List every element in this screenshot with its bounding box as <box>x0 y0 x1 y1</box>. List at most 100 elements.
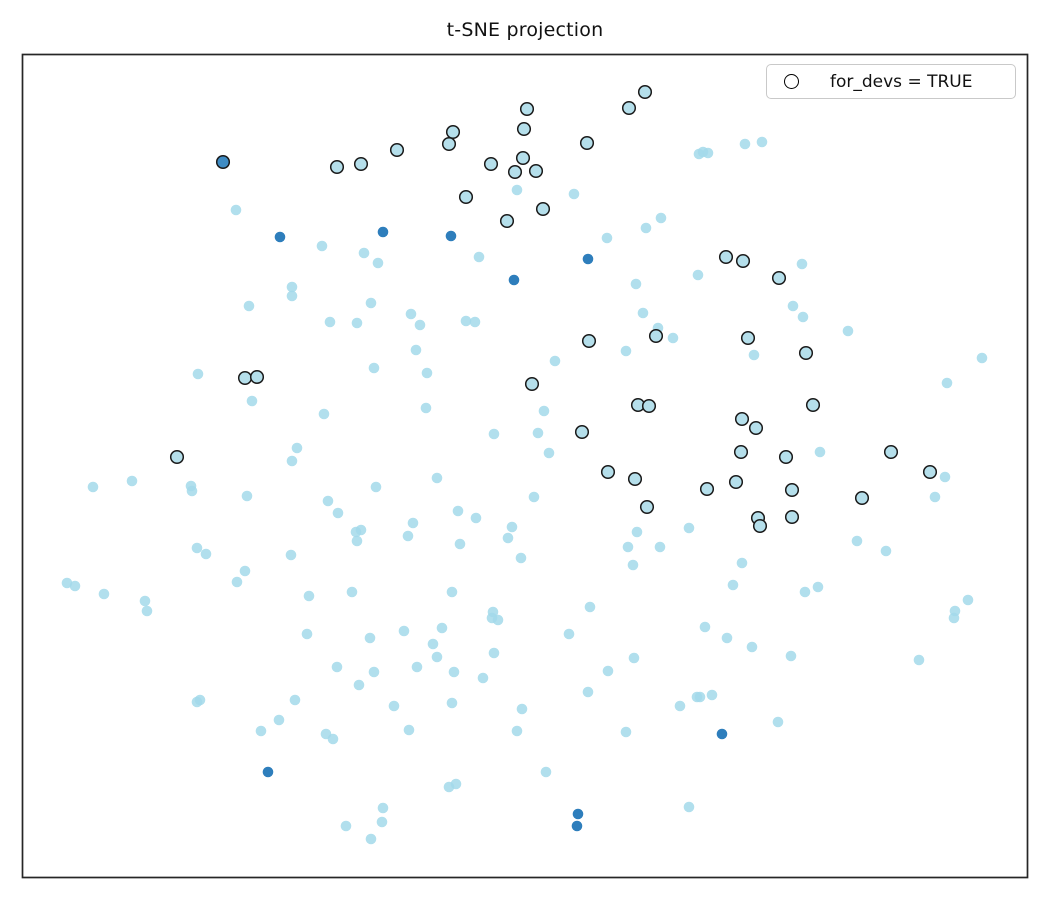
scatter-point <box>492 614 504 626</box>
scatter-point <box>446 586 458 598</box>
scatter-point <box>535 201 551 217</box>
scatter-point <box>469 316 481 328</box>
scatter-point <box>602 665 614 677</box>
scatter-point <box>402 530 414 542</box>
scatter-point <box>322 495 334 507</box>
scatter-point <box>637 84 653 100</box>
plot-frame <box>21 53 1029 879</box>
scatter-point <box>620 726 632 738</box>
scatter-point <box>654 541 666 553</box>
scatter-point <box>655 212 667 224</box>
scatter-point <box>286 455 298 467</box>
scatter-point <box>511 725 523 737</box>
scatter-point <box>962 594 974 606</box>
scatter-point <box>842 325 854 337</box>
scatter-point <box>584 601 596 613</box>
scatter-point <box>721 632 733 644</box>
scatter-point <box>627 471 643 487</box>
scatter-point <box>241 490 253 502</box>
scatter-point <box>883 444 899 460</box>
scatter-point <box>627 559 639 571</box>
scatter-point <box>370 481 382 493</box>
scatter-point <box>358 247 370 259</box>
scatter-point <box>516 121 532 137</box>
scatter-point <box>353 156 369 172</box>
scatter-point <box>246 395 258 407</box>
scatter-point <box>376 816 388 828</box>
scatter-point <box>327 733 339 745</box>
scatter-point <box>454 538 466 550</box>
scatter-point <box>748 420 764 436</box>
scatter-point <box>532 427 544 439</box>
scatter-point <box>431 472 443 484</box>
scatter-point <box>752 518 768 534</box>
scatter-point <box>346 586 358 598</box>
scatter-point <box>515 150 531 166</box>
scatter-point <box>126 475 138 487</box>
scatter-point <box>568 188 580 200</box>
scatter-point <box>736 557 748 569</box>
scatter-point <box>683 522 695 534</box>
scatter-point <box>441 136 457 152</box>
scatter-point <box>427 638 439 650</box>
scatter-point <box>854 490 870 506</box>
scatter-point <box>683 801 695 813</box>
scatter-point <box>508 274 520 286</box>
scatter-point <box>61 577 73 589</box>
scatter-point <box>186 485 198 497</box>
scatter-point <box>524 376 540 392</box>
scatter-point <box>694 691 706 703</box>
scatter-point <box>667 332 679 344</box>
scatter-point <box>639 499 655 515</box>
scatter-point <box>301 628 313 640</box>
scatter-point <box>410 344 422 356</box>
scatter-point <box>355 524 367 536</box>
scatter-point <box>511 184 523 196</box>
scatter-point <box>445 230 457 242</box>
scatter-point <box>748 349 760 361</box>
scatter-point <box>411 661 423 673</box>
scatter-point <box>621 100 637 116</box>
scatter-point <box>739 138 751 150</box>
scatter-point <box>403 724 415 736</box>
scatter-point <box>718 249 734 265</box>
scatter-point <box>353 679 365 691</box>
scatter-point <box>340 820 352 832</box>
scatter-point <box>249 369 265 385</box>
scatter-point <box>488 647 500 659</box>
scatter-point <box>631 526 643 538</box>
scatter-point <box>734 411 750 427</box>
scatter-point <box>976 352 988 364</box>
scatter-point <box>600 464 616 480</box>
scatter-point <box>69 580 81 592</box>
scatter-point <box>285 549 297 561</box>
scatter-point <box>798 345 814 361</box>
scatter-point <box>641 398 657 414</box>
scatter-point <box>502 532 514 544</box>
scatter-point <box>324 316 336 328</box>
scatter-point <box>601 232 613 244</box>
scatter-point <box>637 307 649 319</box>
scatter-point <box>365 297 377 309</box>
scatter-point <box>716 728 728 740</box>
scatter-point <box>351 317 363 329</box>
scatter-point <box>239 565 251 577</box>
legend-label: for_devs = TRUE <box>830 71 973 92</box>
scatter-point <box>377 802 389 814</box>
legend: for_devs = TRUE <box>766 64 1016 99</box>
scatter-point <box>563 628 575 640</box>
scatter-point <box>814 446 826 458</box>
scatter-point <box>460 315 472 327</box>
scatter-point <box>913 654 925 666</box>
scatter-point <box>851 535 863 547</box>
scatter-point <box>507 164 523 180</box>
scatter-point <box>939 471 951 483</box>
scatter-point <box>420 402 432 414</box>
scatter-point <box>784 482 800 498</box>
scatter-point <box>470 512 482 524</box>
scatter-point <box>880 545 892 557</box>
scatter-point <box>286 281 298 293</box>
scatter-point <box>929 491 941 503</box>
scatter-point <box>620 345 632 357</box>
scatter-point <box>450 778 462 790</box>
